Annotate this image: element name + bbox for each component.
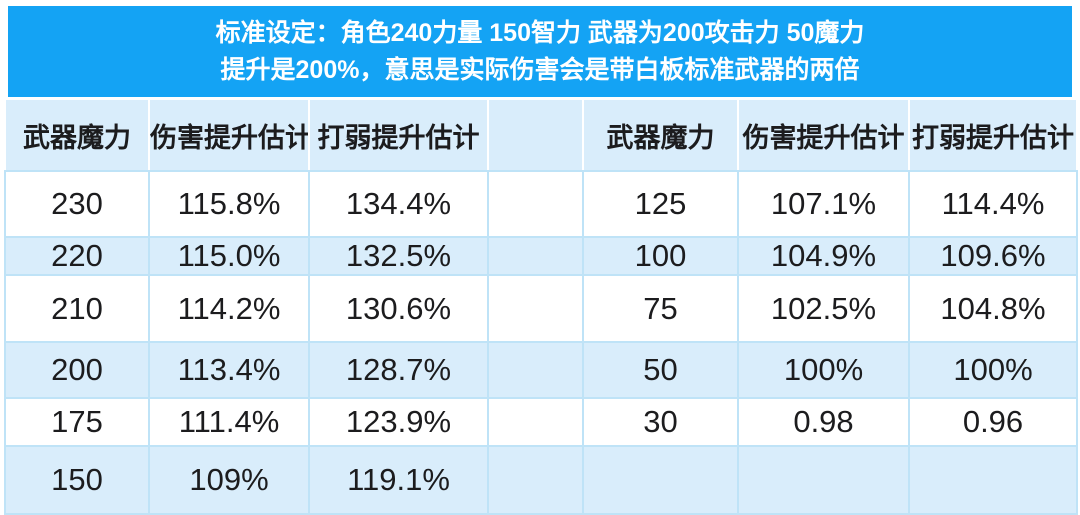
- column-header-weakness-boost-right: 打弱提升估计: [908, 98, 1078, 172]
- table-cell: [582, 445, 739, 515]
- spacer-cell: [487, 397, 584, 447]
- title-banner: 标准设定：角色240力量 150智力 武器为200攻击力 50魔力 提升是200…: [8, 6, 1072, 97]
- table-row: 200 113.4% 128.7% 50 100% 100%: [4, 341, 1078, 399]
- table-cell: 104.8%: [908, 274, 1078, 343]
- banner-line-2: 提升是200%，意思是实际伤害会是带白板标准武器的两倍: [220, 56, 860, 84]
- table-cell: 100%: [737, 341, 910, 399]
- table-body: 230 115.8% 134.4% 125 107.1% 114.4% 220 115.0% 1…: [4, 170, 1078, 515]
- table-cell: 30: [582, 397, 739, 447]
- table-cell: [737, 445, 910, 515]
- table-cell: 114.2%: [148, 274, 310, 343]
- table-cell: 220: [4, 236, 150, 276]
- spacer-cell: [487, 170, 584, 238]
- table-cell: 200: [4, 341, 150, 399]
- table-cell: 175: [4, 397, 150, 447]
- table-cell: 50: [582, 341, 739, 399]
- column-header-damage-boost-right: 伤害提升估计: [737, 98, 910, 172]
- spacer-cell: [487, 445, 584, 515]
- spacer-cell: [487, 236, 584, 276]
- table-cell: 130.6%: [308, 274, 489, 343]
- table-cell: 115.0%: [148, 236, 310, 276]
- column-header-damage-boost-left: 伤害提升估计: [148, 98, 310, 172]
- table-cell: 104.9%: [737, 236, 910, 276]
- table-cell: [908, 445, 1078, 515]
- damage-estimate-table-wrap: 武器魔力 伤害提升估计 打弱提升估计 武器魔力 伤害提升估计 打弱提升估计 23…: [4, 98, 1078, 515]
- table-cell: 100%: [908, 341, 1078, 399]
- table-cell: 128.7%: [308, 341, 489, 399]
- damage-estimate-table: 武器魔力 伤害提升估计 打弱提升估计 武器魔力 伤害提升估计 打弱提升估计 23…: [4, 98, 1078, 515]
- spacer-header-cell: [487, 98, 584, 172]
- table-cell: 230: [4, 170, 150, 238]
- table-cell: 109%: [148, 445, 310, 515]
- table-row: 150 109% 119.1%: [4, 445, 1078, 515]
- spacer-cell: [487, 274, 584, 343]
- table-row: 220 115.0% 132.5% 100 104.9% 109.6%: [4, 236, 1078, 276]
- table-cell: 123.9%: [308, 397, 489, 447]
- table-cell: 0.96: [908, 397, 1078, 447]
- table-cell: 210: [4, 274, 150, 343]
- table-cell: 134.4%: [308, 170, 489, 238]
- table-cell: 107.1%: [737, 170, 910, 238]
- table-cell: 75: [582, 274, 739, 343]
- table-cell: 109.6%: [908, 236, 1078, 276]
- table-row: 230 115.8% 134.4% 125 107.1% 114.4%: [4, 170, 1078, 238]
- table-cell: 113.4%: [148, 341, 310, 399]
- table-cell: 111.4%: [148, 397, 310, 447]
- banner-line-1: 标准设定：角色240力量 150智力 武器为200攻击力 50魔力: [215, 19, 865, 47]
- table-cell: 115.8%: [148, 170, 310, 238]
- table-cell: 102.5%: [737, 274, 910, 343]
- spacer-cell: [487, 341, 584, 399]
- column-header-weapon-magic-left: 武器魔力: [4, 98, 150, 172]
- table-header-row: 武器魔力 伤害提升估计 打弱提升估计 武器魔力 伤害提升估计 打弱提升估计: [4, 98, 1078, 172]
- column-header-weapon-magic-right: 武器魔力: [582, 98, 739, 172]
- table-cell: 132.5%: [308, 236, 489, 276]
- table-cell: 125: [582, 170, 739, 238]
- table-row: 210 114.2% 130.6% 75 102.5% 104.8%: [4, 274, 1078, 343]
- table-cell: 114.4%: [908, 170, 1078, 238]
- column-header-weakness-boost-left: 打弱提升估计: [308, 98, 489, 172]
- table-row: 175 111.4% 123.9% 30 0.98 0.96: [4, 397, 1078, 447]
- table-cell: 100: [582, 236, 739, 276]
- table-cell: 119.1%: [308, 445, 489, 515]
- table-cell: 0.98: [737, 397, 910, 447]
- table-cell: 150: [4, 445, 150, 515]
